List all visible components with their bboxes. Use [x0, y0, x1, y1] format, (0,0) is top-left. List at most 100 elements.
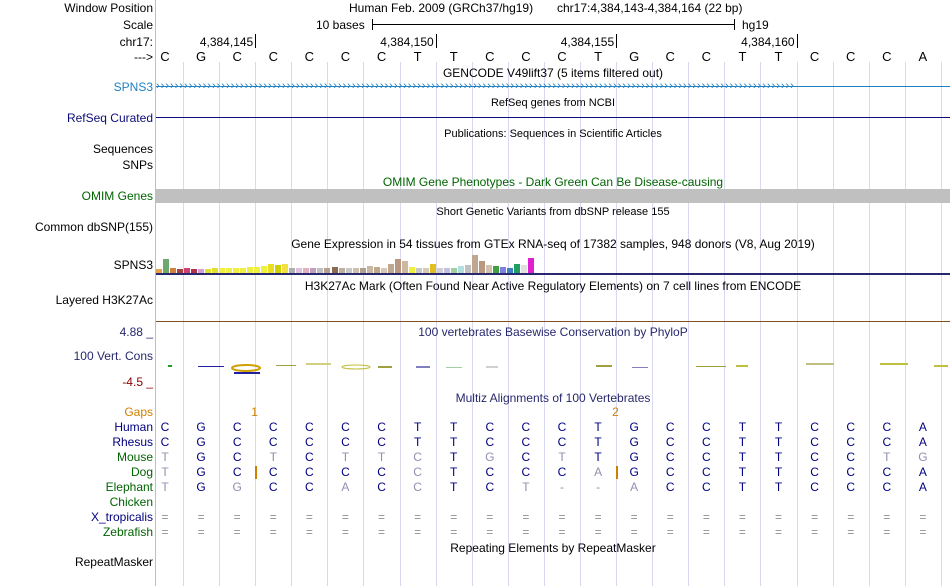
- gtex-tissue-bar[interactable]: [324, 268, 331, 273]
- gtex-tissue-bar[interactable]: [408, 267, 415, 273]
- gtex-tissue-bar[interactable]: [226, 268, 233, 273]
- phylop-conservation-plot[interactable]: [156, 360, 950, 380]
- label-refseq-curated[interactable]: RefSeq Curated: [66, 111, 153, 125]
- gtex-tissue-bar[interactable]: [163, 259, 170, 273]
- gtex-tissue-bar[interactable]: [289, 268, 296, 273]
- track-title-refseq[interactable]: RefSeq genes from NCBI: [490, 97, 616, 109]
- label-sp-mouse[interactable]: Mouse: [116, 450, 153, 464]
- h3k27ac-signal-line[interactable]: [156, 321, 950, 322]
- gtex-tissue-bar[interactable]: [331, 267, 338, 273]
- gtex-tissue-bar[interactable]: [282, 264, 289, 273]
- label-spns3-gencode[interactable]: SPNS3: [113, 80, 153, 94]
- label-layered-h3k27ac[interactable]: Layered H3K27Ac: [55, 293, 153, 307]
- omim-gene-bar[interactable]: [156, 189, 950, 203]
- alignment-row-chicken[interactable]: [156, 495, 950, 510]
- label-cons-min[interactable]: -4.5 _: [122, 375, 153, 389]
- gtex-tissue-bar[interactable]: [303, 268, 310, 273]
- gtex-tissue-bar[interactable]: [464, 265, 471, 273]
- alignment-row-x_tropicalis[interactable]: = = = = = = = = = = = = = = = = = = = = = =: [156, 510, 950, 525]
- gtex-tissue-bar[interactable]: [415, 268, 422, 273]
- label-spns3-gtex[interactable]: SPNS3: [113, 258, 153, 272]
- label-vert-cons[interactable]: 100 Vert. Cons: [73, 349, 153, 363]
- gtex-tissue-bar[interactable]: [514, 264, 521, 273]
- gtex-tissue-bar[interactable]: [359, 268, 366, 273]
- label-scale[interactable]: Scale: [122, 18, 153, 32]
- label-sp-chicken[interactable]: Chicken: [109, 495, 153, 509]
- label-repeatmasker[interactable]: RepeatMasker: [74, 555, 153, 569]
- gtex-tissue-bar[interactable]: [254, 267, 261, 273]
- gtex-tissue-bar[interactable]: [352, 268, 359, 273]
- track-title-gencode[interactable]: GENCODE V49lift37 (5 items filtered out): [442, 66, 664, 80]
- gtex-tissue-bar[interactable]: [443, 268, 450, 273]
- gtex-tissue-bar[interactable]: [261, 266, 268, 273]
- gtex-tissue-bar[interactable]: [429, 264, 436, 273]
- label-strand[interactable]: --->: [134, 50, 153, 64]
- label-sp-dog[interactable]: Dog: [130, 465, 153, 479]
- label-common-dbsnp[interactable]: Common dbSNP(155): [34, 220, 153, 234]
- label-sequences[interactable]: Sequences: [92, 142, 153, 156]
- gtex-tissue-bar[interactable]: [394, 259, 401, 273]
- gtex-tissue-bar[interactable]: [310, 268, 317, 273]
- track-title-dbsnp[interactable]: Short Genetic Variants from dbSNP releas…: [436, 206, 670, 218]
- label-sp-elephant[interactable]: Elephant: [105, 480, 153, 494]
- gtex-tissue-bar[interactable]: [184, 268, 191, 273]
- track-title-publications[interactable]: Publications: Sequences in Scientific Ar…: [444, 128, 662, 140]
- gtex-tissue-bar[interactable]: [268, 264, 275, 273]
- gtex-tissue-bar[interactable]: [366, 266, 373, 273]
- gtex-tissue-bar[interactable]: [296, 268, 303, 273]
- browser-track-area[interactable]: Human Feb. 2009 (GRCh37/hg19) chr17:4,38…: [156, 0, 950, 586]
- gtex-tissue-bar[interactable]: [528, 258, 535, 273]
- label-gaps[interactable]: Gaps: [124, 405, 153, 419]
- track-title-h3k27ac[interactable]: H3K27Ac Mark (Often Found Near Active Re…: [304, 279, 802, 293]
- gtex-tissue-bar[interactable]: [191, 269, 198, 273]
- label-window-position[interactable]: Window Position: [64, 1, 153, 15]
- gtex-tissue-bar[interactable]: [177, 269, 184, 273]
- track-title-rmsk[interactable]: Repeating Elements by RepeatMasker: [450, 541, 656, 555]
- label-sp-xtropicalis[interactable]: X_tropicalis: [90, 510, 153, 524]
- gtex-tissue-bar[interactable]: [317, 268, 324, 273]
- gtex-tissue-bar[interactable]: [478, 261, 485, 273]
- gtex-tissue-bar[interactable]: [212, 268, 219, 273]
- gtex-tissue-bar[interactable]: [380, 268, 387, 273]
- label-cons-max[interactable]: 4.88 _: [119, 325, 153, 339]
- gtex-tissue-bar[interactable]: [219, 268, 226, 273]
- refseq-gene-line[interactable]: [156, 117, 950, 118]
- gtex-tissue-bar[interactable]: [485, 265, 492, 273]
- gtex-tissue-bar[interactable]: [492, 266, 499, 273]
- track-title-phylop[interactable]: 100 vertebrates Basewise Conservation by…: [418, 325, 688, 339]
- gtex-tissue-bar[interactable]: [450, 268, 457, 273]
- gtex-tissue-bar[interactable]: [387, 264, 394, 273]
- gtex-tissue-bar[interactable]: [170, 268, 177, 273]
- gtex-tissue-bar[interactable]: [198, 269, 205, 273]
- label-sp-rhesus[interactable]: Rhesus: [112, 435, 153, 449]
- track-title-multiz[interactable]: Multiz Alignments of 100 Vertebrates: [455, 391, 651, 405]
- gtex-tissue-bar[interactable]: [521, 265, 528, 273]
- gtex-tissue-bar[interactable]: [507, 268, 513, 273]
- track-title-gtex[interactable]: Gene Expression in 54 tissues from GTEx …: [291, 237, 815, 251]
- gtex-tissue-bar[interactable]: [156, 269, 162, 273]
- gtex-tissue-bar[interactable]: [471, 255, 478, 273]
- gtex-tissue-bar[interactable]: [422, 268, 429, 273]
- gtex-tissue-bar[interactable]: [247, 267, 254, 273]
- gtex-tissue-bar[interactable]: [457, 266, 464, 273]
- label-sp-human[interactable]: Human: [114, 420, 153, 434]
- gtex-tissue-bar[interactable]: [275, 265, 282, 273]
- gtex-tissue-bar[interactable]: [205, 269, 212, 273]
- label-snps[interactable]: SNPs: [122, 158, 153, 172]
- gencode-gene-spns3[interactable]: ››››››››››››››››››››››››››››››››››››››››…: [156, 79, 950, 95]
- gtex-tissue-bar[interactable]: [401, 261, 408, 273]
- gtex-expression-bars[interactable]: [156, 254, 556, 274]
- alignment-row-zebrafish[interactable]: = = = = = = = = = = = = = = = = = = = = = =: [156, 525, 950, 540]
- label-chrom[interactable]: chr17:: [119, 35, 153, 49]
- gtex-tissue-bar[interactable]: [373, 267, 380, 273]
- gtex-tissue-bar[interactable]: [240, 268, 247, 273]
- gtex-tissue-bar[interactable]: [338, 268, 345, 273]
- gtex-tissue-bar[interactable]: [233, 268, 240, 273]
- track-title-omim[interactable]: OMIM Gene Phenotypes - Dark Green Can Be…: [382, 175, 724, 189]
- gtex-tissue-bar[interactable]: [436, 268, 443, 273]
